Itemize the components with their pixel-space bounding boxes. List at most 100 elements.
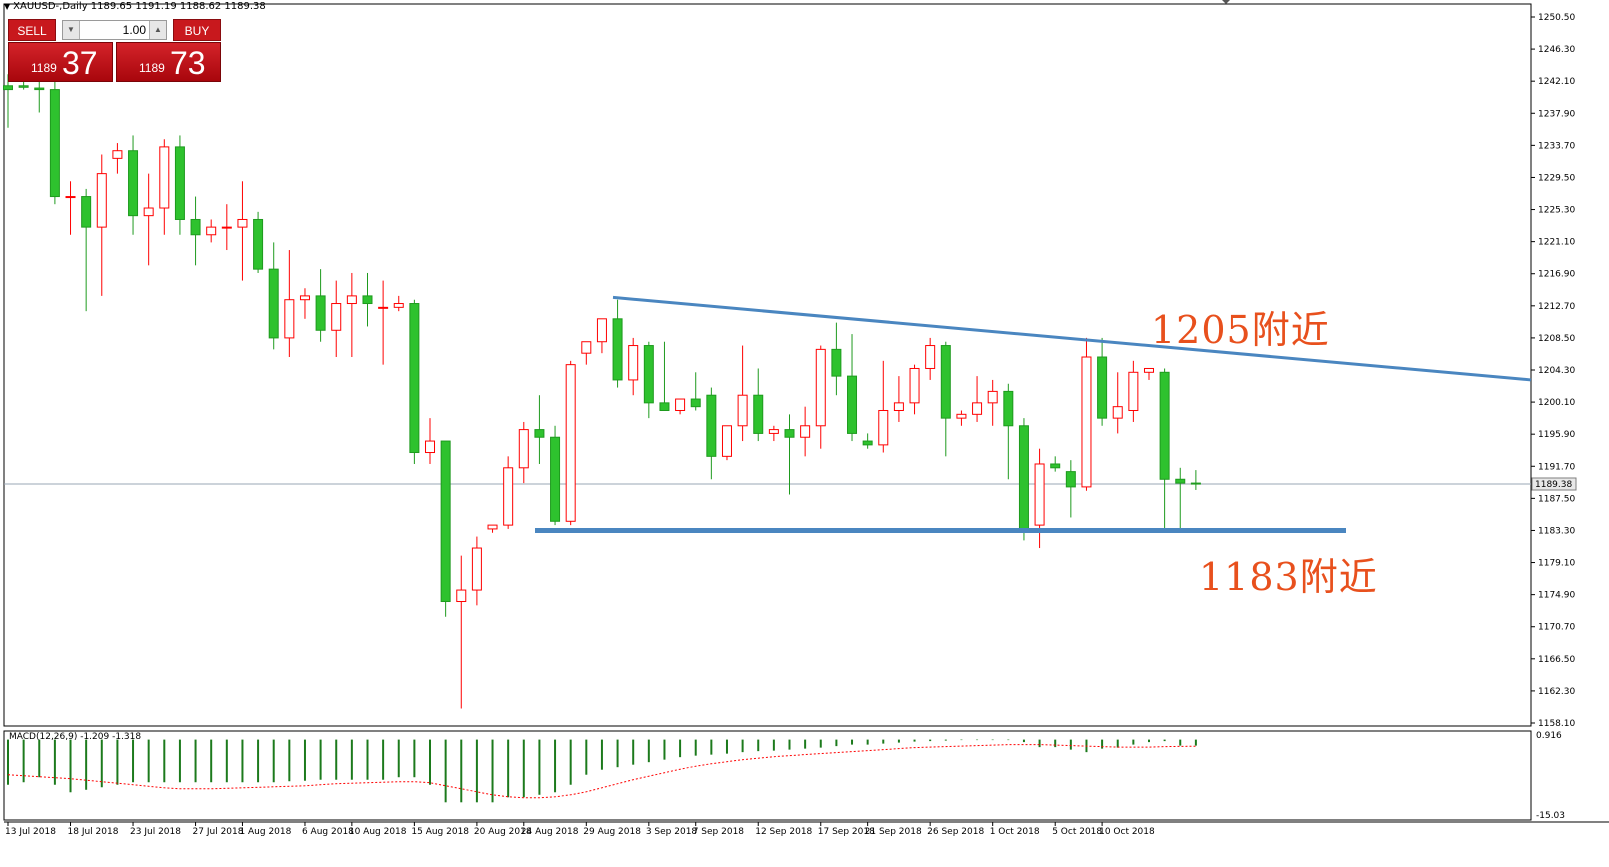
date-tick-label: 10 Oct 2018: [1099, 827, 1155, 837]
candle: [143, 173, 154, 266]
date-tick-label: 3 Sep 2018: [646, 827, 698, 837]
candle-body: [1128, 371, 1139, 411]
price-tick-label: 1166.50: [1538, 655, 1575, 665]
support-note: 1183附近: [1199, 555, 1378, 599]
candle: [1050, 456, 1061, 472]
candle: [628, 337, 639, 396]
lot-increase-icon[interactable]: ▲: [149, 21, 166, 39]
date-tick-label: 1 Oct 2018: [990, 827, 1040, 837]
candle-body: [596, 318, 607, 343]
buy-button[interactable]: BUY: [173, 19, 221, 41]
candle: [393, 295, 404, 312]
candle-body: [1112, 406, 1123, 419]
lot-decrease-icon[interactable]: ▼: [63, 21, 80, 39]
candle-body: [581, 341, 592, 354]
candle-body: [643, 345, 654, 404]
candle: [331, 280, 342, 358]
candle-body: [331, 303, 342, 331]
buy-price-box[interactable]: 1189 73: [116, 42, 221, 82]
candle-body: [112, 150, 123, 159]
candle-body: [284, 299, 295, 339]
shift-marker-icon: [1222, 0, 1230, 4]
candle-body: [972, 402, 983, 415]
candle-body: [565, 364, 576, 522]
candle-body: [409, 303, 420, 454]
candle: [737, 345, 748, 442]
price-panel-border: [3, 3, 1532, 727]
price-tick-label: 1174.90: [1538, 591, 1575, 601]
lot-value[interactable]: 1.00: [122, 23, 146, 37]
candle-body: [393, 303, 404, 308]
candle-body: [721, 425, 732, 457]
candle: [659, 341, 670, 411]
candle-body: [737, 394, 748, 427]
buy-price-small: 1189: [139, 61, 165, 75]
resistance-trendline: [612, 295, 1532, 382]
one-click-trading-panel: SELL ▼ 1.00 ▲ BUY 1189 37 1189 73: [8, 19, 221, 82]
candle: [581, 341, 592, 365]
candle-body: [768, 429, 779, 434]
macd-panel-border: [3, 730, 1532, 821]
candle: [34, 78, 45, 113]
price-tick-label: 1183.30: [1538, 526, 1575, 536]
date-tick-label: 10 Aug 2018: [349, 827, 407, 837]
candle-body: [987, 390, 998, 404]
sell-button[interactable]: SELL: [8, 19, 56, 41]
date-tick-label: 21 Sep 2018: [865, 827, 922, 837]
candle: [565, 360, 576, 526]
candle-body: [893, 402, 904, 411]
candle-body: [425, 440, 436, 454]
price-tick-label: 1162.30: [1538, 687, 1575, 697]
date-tick-label: 1 Aug 2018: [239, 827, 291, 837]
candle-body: [503, 467, 514, 526]
chart-frame: [3, 0, 1609, 823]
candle-body: [143, 207, 154, 217]
candle: [1034, 448, 1045, 549]
date-tick-label: 23 Jul 2018: [130, 827, 181, 837]
candle-body: [159, 146, 170, 209]
candle-body: [1018, 425, 1029, 530]
candle-body: [847, 375, 858, 434]
candle-body: [1081, 356, 1092, 488]
candle-body: [268, 268, 279, 339]
candle: [706, 387, 717, 480]
candle-body: [128, 150, 139, 217]
candle: [1018, 418, 1029, 541]
candle-body: [81, 196, 92, 228]
price-axis: 1250.50 1246.30 1242.10 1237.90 1233.70 1229.…: [1531, 13, 1577, 729]
candle-body: [878, 409, 889, 446]
candle: [440, 440, 451, 617]
candle: [315, 269, 326, 342]
candle: [299, 288, 310, 319]
candle: [1159, 368, 1170, 533]
candle: [1081, 337, 1092, 491]
price-tick-label: 1250.50: [1538, 13, 1575, 23]
candle: [96, 154, 107, 296]
candle: [362, 272, 373, 327]
candle-body: [784, 429, 795, 438]
current-price-tag: [1531, 477, 1577, 491]
candle-body: [1159, 371, 1170, 480]
candle: [753, 368, 764, 442]
price-tick-label: 1208.50: [1538, 334, 1575, 344]
candle: [1097, 337, 1108, 426]
candle: [174, 135, 185, 235]
candles-layer: [3, 74, 1201, 709]
macd-tick-label: -15.03: [1536, 811, 1565, 821]
lot-size-input[interactable]: ▼ 1.00 ▲: [62, 20, 167, 40]
trendlines-layer[interactable]: [535, 295, 1532, 533]
date-tick-label: 20 Aug 2018: [474, 827, 532, 837]
sell-price-box[interactable]: 1189 37: [8, 42, 113, 82]
collapse-arrow-icon[interactable]: ▼: [4, 2, 11, 11]
candle: [159, 139, 170, 235]
date-tick-label: 26 Sep 2018: [927, 827, 984, 837]
macd-label: MACD(12,26,9) -1.209 -1.318: [9, 732, 142, 742]
candle: [346, 272, 357, 358]
candle: [1003, 383, 1014, 480]
candle-body: [753, 394, 764, 434]
candle-body: [1097, 356, 1108, 419]
candle-body: [940, 345, 951, 419]
candle: [221, 204, 232, 251]
price-tick-label: 1204.30: [1538, 366, 1575, 376]
